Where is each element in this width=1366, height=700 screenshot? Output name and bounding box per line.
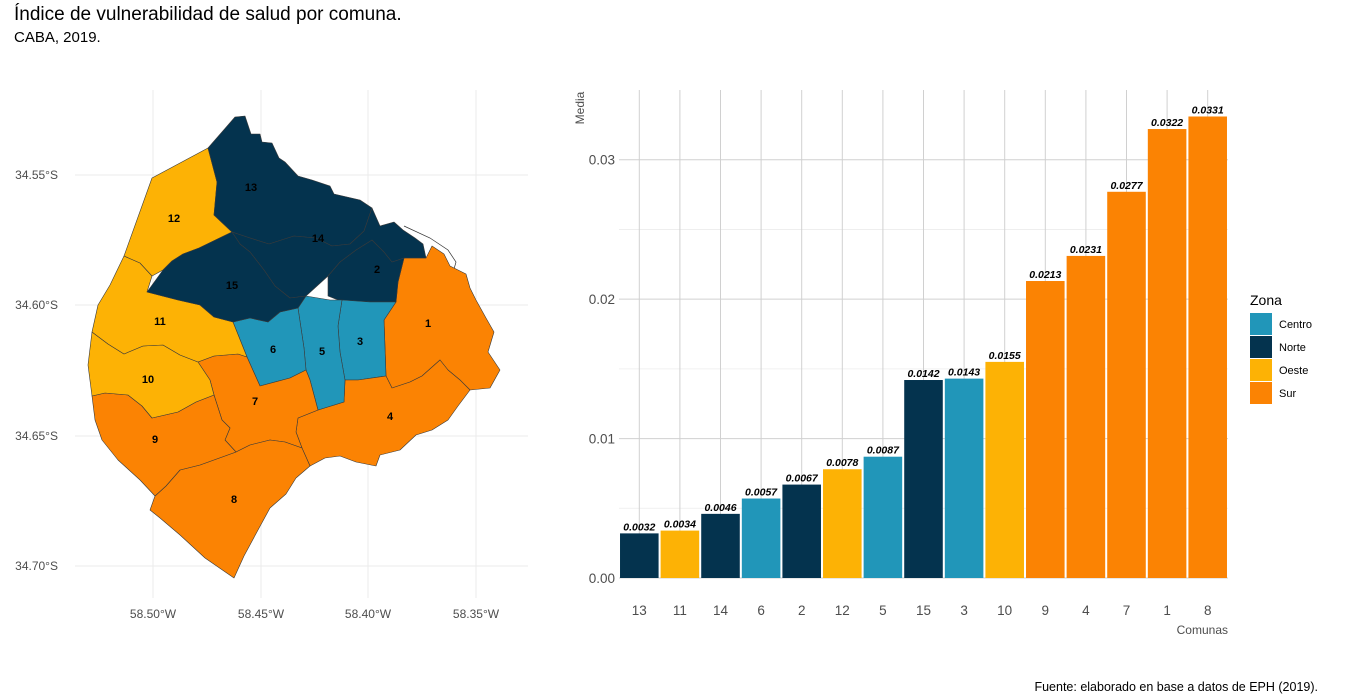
legend-label-norte: Norte xyxy=(1279,342,1306,354)
x-tick-label: 11 xyxy=(673,603,687,618)
x-tick-label: 15 xyxy=(916,603,931,618)
comuna-2-label: 2 xyxy=(374,264,380,276)
bar-value-label: 0.0057 xyxy=(745,487,778,499)
bar-value-label: 0.0034 xyxy=(664,519,696,531)
legend-swatch-oeste xyxy=(1250,359,1272,381)
bar-value-label: 0.0155 xyxy=(989,350,1021,362)
x-tick-label: 10 xyxy=(997,603,1012,618)
x-tick-label: 4 xyxy=(1082,603,1090,618)
x-tick-label: 5 xyxy=(879,603,887,618)
map-lat-tick: 34.65°S xyxy=(15,429,58,443)
bar-value-label: 0.0032 xyxy=(623,521,655,533)
bar-value-label: 0.0277 xyxy=(1110,180,1143,192)
bar-comuna-9 xyxy=(1026,281,1065,578)
bar-comuna-11 xyxy=(660,530,700,578)
bar-value-label: 0.0231 xyxy=(1070,244,1102,256)
bar-comuna-8 xyxy=(1188,116,1227,579)
x-tick-label: 14 xyxy=(713,603,729,618)
x-tick-label: 2 xyxy=(798,603,806,618)
comuna-4-shape xyxy=(295,359,471,467)
bar-comuna-4 xyxy=(1066,255,1106,579)
comuna-1-label: 1 xyxy=(425,318,431,330)
y-tick-label: 0.01 xyxy=(589,432,615,447)
y-tick-label: 0.00 xyxy=(589,571,615,586)
x-tick-label: 13 xyxy=(632,603,647,618)
x-tick-label: 1 xyxy=(1163,603,1171,618)
legend-swatch-norte xyxy=(1250,336,1272,358)
bar-comuna-2 xyxy=(782,484,821,578)
comuna-15-label: 15 xyxy=(226,280,238,292)
bar-comuna-7 xyxy=(1107,191,1146,579)
comuna-13-label: 13 xyxy=(245,182,257,194)
bar-comuna-12 xyxy=(823,469,862,578)
bar-value-label: 0.0078 xyxy=(826,457,858,469)
legend-label-oeste: Oeste xyxy=(1279,365,1308,377)
bar-value-label: 0.0213 xyxy=(1029,269,1061,281)
y-tick-label: 0.03 xyxy=(589,153,615,168)
comuna-4-label: 4 xyxy=(387,411,394,423)
map-lon-tick: 58.40°W xyxy=(345,607,392,621)
bar-value-label: 0.0046 xyxy=(704,502,736,514)
legend-title: Zona xyxy=(1250,292,1282,308)
comuna-3-label: 3 xyxy=(357,336,363,348)
bar-value-label: 0.0322 xyxy=(1151,117,1183,129)
legend-label-sur: Sur xyxy=(1279,388,1296,400)
comuna-11-label: 11 xyxy=(154,316,166,328)
bar-comuna-10 xyxy=(985,361,1024,578)
y-axis-title: Media xyxy=(573,91,587,124)
x-tick-label: 8 xyxy=(1204,603,1212,618)
map-lat-tick: 34.60°S xyxy=(15,298,58,312)
comuna-10-label: 10 xyxy=(142,374,154,386)
bar-comuna-6 xyxy=(741,498,781,578)
legend-label-centro: Centro xyxy=(1279,319,1312,331)
chart-title: Índice de vulnerabilidad de salud por co… xyxy=(14,4,402,25)
x-tick-label: 7 xyxy=(1123,603,1131,618)
bar-value-label: 0.0087 xyxy=(867,445,900,457)
comuna-12-label: 12 xyxy=(168,213,180,225)
bar-comuna-13 xyxy=(620,533,659,578)
bar-comuna-15 xyxy=(904,380,943,578)
source-caption: Fuente: elaborado en base a datos de EPH… xyxy=(1034,680,1318,694)
bar-comuna-1 xyxy=(1147,129,1187,579)
bar-comuna-3 xyxy=(944,378,984,578)
x-tick-label: 12 xyxy=(835,603,850,618)
map-lat-tick: 34.70°S xyxy=(15,559,58,573)
map-lat-tick: 34.55°S xyxy=(15,168,58,182)
comuna-9-label: 9 xyxy=(152,434,158,446)
comuna-7-label: 7 xyxy=(252,396,258,408)
bar-value-label: 0.0067 xyxy=(786,473,819,485)
x-tick-label: 6 xyxy=(757,603,765,618)
bar-comuna-14 xyxy=(701,513,740,578)
comuna-8-label: 8 xyxy=(231,494,237,506)
map-lon-tick: 58.45°W xyxy=(238,607,285,621)
comuna-5-label: 5 xyxy=(319,346,325,358)
map-lon-tick: 58.35°W xyxy=(453,607,500,621)
chart-subtitle: CABA, 2019. xyxy=(14,29,101,46)
y-tick-label: 0.02 xyxy=(589,292,615,307)
comuna-6-label: 6 xyxy=(270,344,276,356)
comuna-15-shape xyxy=(146,231,307,323)
map-lon-tick: 58.50°W xyxy=(130,607,177,621)
bar-value-label: 0.0143 xyxy=(948,367,980,379)
legend-swatch-centro xyxy=(1250,313,1272,335)
bar-comuna-5 xyxy=(863,456,903,578)
bar-value-label: 0.0331 xyxy=(1192,104,1224,116)
x-axis-title: Comunas xyxy=(1177,623,1228,637)
x-tick-label: 9 xyxy=(1042,603,1050,618)
legend-swatch-sur xyxy=(1250,382,1272,404)
bar-value-label: 0.0142 xyxy=(907,368,939,380)
x-tick-label: 3 xyxy=(960,603,968,618)
comuna-14-label: 14 xyxy=(312,233,325,245)
